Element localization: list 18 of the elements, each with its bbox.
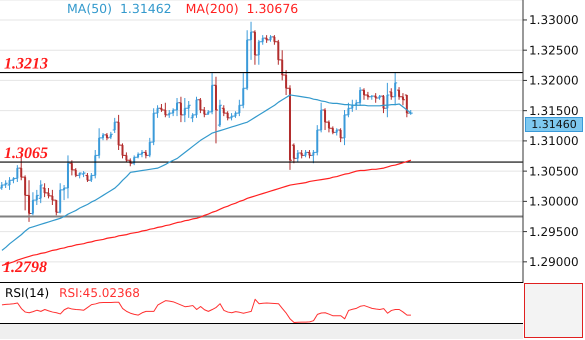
y-tick-label: 1.31500 bbox=[529, 104, 579, 118]
text: MA(50) 1.31462 bbox=[67, 1, 172, 16]
y-tick-label: 1.33000 bbox=[529, 13, 579, 28]
annotation: RSI:45.02368 bbox=[59, 286, 140, 300]
y-tick-label: 1.32500 bbox=[529, 43, 579, 58]
ref-line-label: 1.3213 bbox=[4, 56, 48, 73]
y-tick-label: 1.29500 bbox=[529, 224, 579, 239]
ref-line-label: 1.3065 bbox=[4, 145, 48, 162]
text: MA(200) 1.30676 bbox=[186, 1, 298, 16]
y-tick-label: 1.29000 bbox=[529, 255, 579, 270]
chart-title: RSI(14) bbox=[5, 286, 50, 300]
y-tick-label: 1.30500 bbox=[529, 164, 579, 178]
y-tick-label: 1.32000 bbox=[529, 74, 579, 88]
y-tick-label: 1.31000 bbox=[529, 134, 579, 148]
text: 1.31460 bbox=[525, 117, 583, 132]
line-series bbox=[1, 94, 412, 251]
annotation: 1.2798 bbox=[3, 259, 47, 277]
y-tick-label: 1.30000 bbox=[529, 194, 579, 209]
